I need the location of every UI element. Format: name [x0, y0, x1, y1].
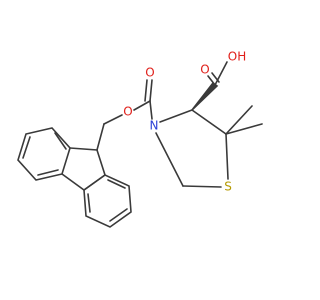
double-bond: [207, 75, 216, 86]
atom-label: N: [150, 119, 159, 133]
atom-labels: O OH O O N S: [123, 50, 246, 194]
atom-label: OH: [228, 50, 246, 64]
methyl-bond: [225, 123, 263, 135]
aromatic-bond: [109, 208, 128, 222]
bond: [191, 109, 227, 135]
bond: [159, 109, 193, 123]
bond: [149, 100, 153, 120]
atom-label: O: [123, 105, 132, 119]
molecule-diagram: O OH O O N S: [17, 50, 263, 228]
double-bond: [149, 79, 153, 102]
aromatic-bond: [87, 193, 91, 213]
wedge-bond: [191, 81, 219, 111]
atom-label: O: [200, 63, 209, 77]
atom-label: O: [145, 66, 154, 80]
bonds: [17, 61, 263, 228]
aromatic-bond: [37, 169, 59, 176]
atom-label: S: [224, 180, 232, 194]
aromatic-bond: [22, 136, 31, 159]
aromatic-bond: [107, 179, 126, 189]
double-bond: [144, 79, 148, 102]
benzene-ring: [17, 127, 71, 181]
bond: [133, 100, 151, 111]
bond: [155, 132, 184, 187]
benzene-ring: [83, 174, 132, 228]
bond: [103, 114, 123, 125]
aromatic-bond: [54, 132, 67, 150]
bond: [96, 123, 105, 151]
methyl-bond: [225, 105, 253, 135]
bond: [225, 133, 229, 180]
bond: [182, 185, 222, 188]
bond: [214, 61, 228, 86]
